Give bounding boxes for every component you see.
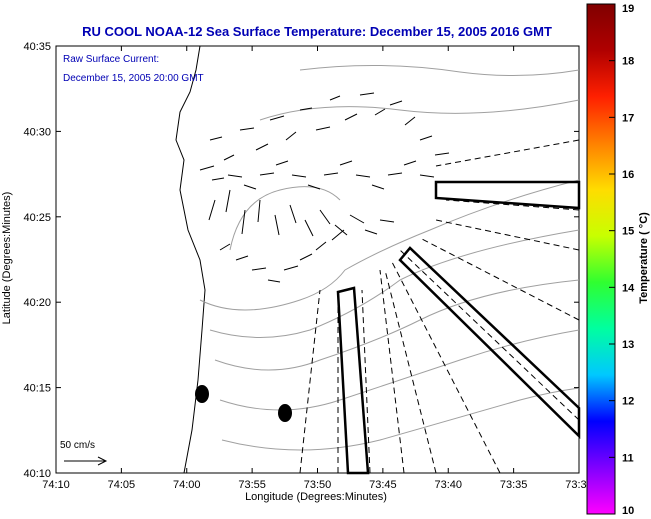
colorbar-tick-label: 13 xyxy=(622,339,634,351)
y-tick-label: 40:30 xyxy=(23,126,51,138)
radar-beam-outlines xyxy=(336,180,581,475)
x-axis-label: Longitude (Degrees:Minutes) xyxy=(245,491,387,503)
coastline xyxy=(55,45,206,474)
colorbar-tick-label: 15 xyxy=(622,226,634,238)
y-tick-label: 40:10 xyxy=(23,468,51,480)
colorbar xyxy=(586,3,616,515)
colorbar-tick-label: 16 xyxy=(622,169,634,181)
y-axis-ticks: 40:35 40:30 40:25 40:20 40:15 40:10 xyxy=(23,41,579,480)
colorbar-tick-label: 17 xyxy=(622,112,634,124)
x-tick-label: 74:00 xyxy=(173,479,201,491)
colorbar-tick-label: 12 xyxy=(622,396,634,408)
scale-arrow xyxy=(64,456,108,466)
x-tick-label: 73:40 xyxy=(434,479,462,491)
colorbar-tick-label: 10 xyxy=(622,505,634,517)
x-tick-label: 73:30 xyxy=(565,479,593,491)
figure-title: RU COOL NOAA-12 Sea Surface Temperature:… xyxy=(82,24,552,39)
y-axis-label: Latitude (Degrees:Minutes) xyxy=(1,192,13,325)
current-vectors xyxy=(199,92,450,283)
colorbar-tick-label: 18 xyxy=(622,56,634,68)
x-axis-ticks: 74:10 74:05 74:00 73:55 73:50 73:45 73:40 73:35… xyxy=(42,46,593,491)
y-tick-label: 40:35 xyxy=(23,41,51,53)
radar-sector-lines xyxy=(299,139,580,474)
colorbar-tick-label: 11 xyxy=(622,452,634,464)
scale-label: 50 cm/s xyxy=(60,440,95,451)
y-tick-label: 40:20 xyxy=(23,297,51,309)
x-tick-label: 73:35 xyxy=(500,479,528,491)
x-tick-label: 73:50 xyxy=(304,479,332,491)
x-tick-label: 73:45 xyxy=(369,479,397,491)
x-tick-label: 73:55 xyxy=(238,479,266,491)
radar-site-marker xyxy=(195,385,209,403)
map-area: Raw Surface Current: December 15, 2005 2… xyxy=(55,45,581,475)
colorbar-tick-label: 14 xyxy=(622,282,635,294)
legend-raw-current: Raw Surface Current: xyxy=(63,54,159,65)
y-tick-label: 40:15 xyxy=(23,383,51,395)
legend-timestamp: December 15, 2005 20:00 GMT xyxy=(63,73,204,84)
colorbar-tick-label: 19 xyxy=(622,3,634,15)
colorbar-ticks: 19 18 17 16 15 14 13 12 11 10 xyxy=(609,3,635,517)
radar-site-marker xyxy=(278,404,292,422)
x-tick-label: 74:10 xyxy=(42,479,70,491)
colorbar-label: Temperature ( °C) xyxy=(638,212,650,304)
y-tick-label: 40:25 xyxy=(23,212,51,224)
x-tick-label: 74:05 xyxy=(108,479,136,491)
